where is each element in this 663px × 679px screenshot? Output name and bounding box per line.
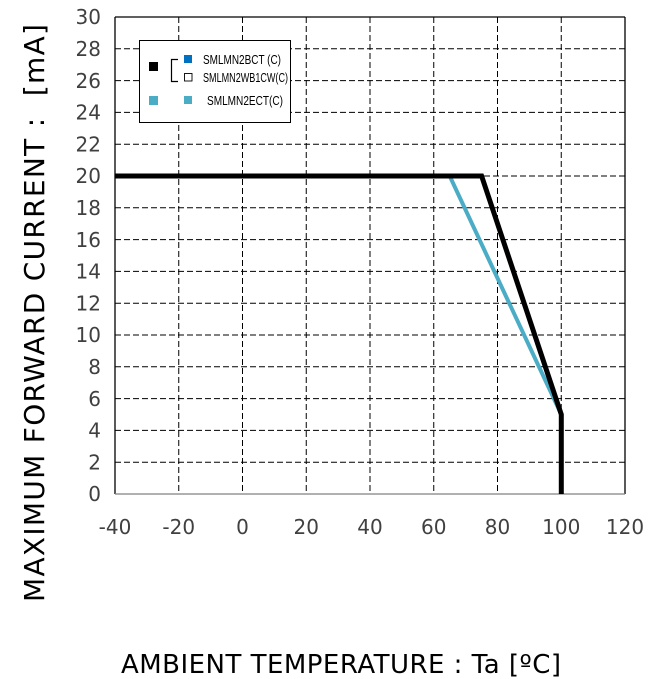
- y-tick-label: 8: [88, 355, 101, 379]
- y-tick-label: 24: [76, 101, 101, 125]
- legend-label-ect: SMLMN2ECT(C): [207, 94, 283, 108]
- y-tick-label: 30: [76, 5, 101, 29]
- y-tick-label: 18: [76, 196, 101, 220]
- y-tick-label: 6: [88, 387, 101, 411]
- legend-box: [139, 40, 291, 123]
- y-axis-title: MAXIMUM FORWARD CURRENT : [mA]: [18, 24, 51, 602]
- y-tick-label: 4: [88, 419, 101, 443]
- legend-label-bct: SMLMN2BCT (C): [203, 53, 281, 67]
- y-tick-label: 2: [88, 450, 101, 474]
- plot-frame: [114, 16, 626, 495]
- x-tick-label: 80: [485, 515, 510, 539]
- legend-label-wb1cw: SMLMN2WB1CW(C): [203, 71, 288, 85]
- y-tick-label: 22: [76, 132, 101, 156]
- x-tick-label: 100: [542, 515, 580, 539]
- legend-marker-ect: [184, 96, 192, 104]
- legend: SMLMN2BCT (C) SMLMN2WB1CW(C) SMLMN2ECT(C…: [139, 40, 291, 123]
- x-tick-label: 60: [421, 515, 446, 539]
- y-tick-label: 20: [76, 164, 101, 188]
- series-lines: [115, 173, 564, 494]
- x-axis-title: AMBIENT TEMPERATURE : Ta [ºC]: [121, 650, 561, 679]
- y-tick-label: 14: [76, 260, 101, 284]
- legend-line-swatch-blue: [149, 96, 158, 105]
- x-tick-label: 120: [606, 515, 644, 539]
- x-tick-label: 0: [236, 515, 249, 539]
- x-tick-label: -20: [162, 515, 195, 539]
- legend-bracket: [170, 58, 178, 83]
- y-tick-label: 12: [76, 291, 101, 315]
- x-tick-label: -40: [99, 515, 132, 539]
- legend-line-swatch-black: [149, 62, 158, 71]
- legend-marker-bct: [184, 55, 192, 63]
- x-tick-label: 40: [357, 515, 382, 539]
- legend-marker-wb1cw: [184, 73, 193, 82]
- y-tick-label: 26: [76, 69, 101, 93]
- series-line-0: [115, 173, 564, 494]
- x-tick-labels: -40 -20 0 20 40 60 80 100 120: [99, 515, 644, 539]
- y-tick-label: 0: [88, 482, 101, 506]
- y-tick-label: 28: [76, 37, 101, 61]
- x-tick-label: 20: [294, 515, 319, 539]
- y-tick-label: 16: [76, 228, 101, 252]
- y-tick-label: 10: [76, 323, 101, 347]
